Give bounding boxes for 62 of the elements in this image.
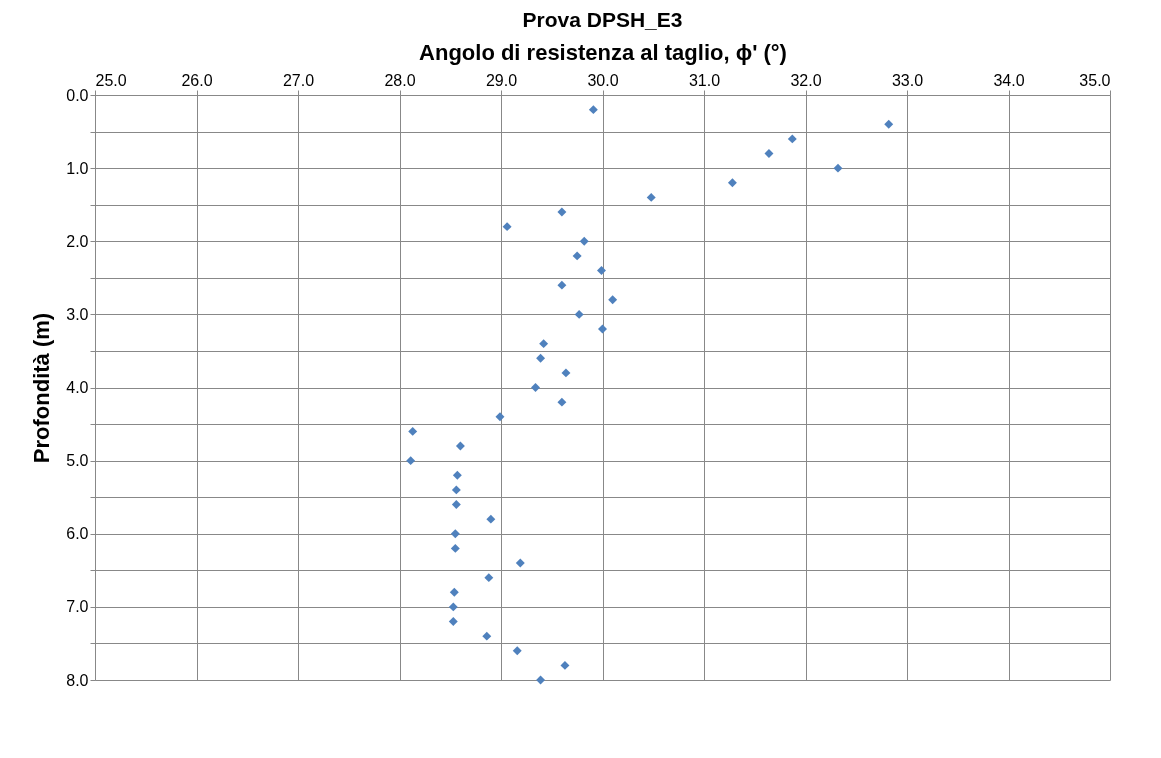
y-tick-label: 6.0: [66, 525, 89, 543]
point: [448, 602, 458, 612]
point: [536, 353, 546, 363]
point: [727, 178, 737, 188]
point: [764, 149, 774, 158]
point: [579, 236, 589, 246]
point: [787, 134, 797, 144]
chart-title: Prova DPSH_E3: [522, 8, 683, 31]
x-tick-label: 27.0: [282, 71, 315, 89]
y-tick-label: 2.0: [66, 232, 89, 250]
point: [495, 412, 505, 422]
point: [536, 675, 546, 685]
point: [531, 383, 540, 392]
point: [408, 426, 418, 436]
point: [561, 368, 571, 378]
point: [588, 105, 598, 115]
y-tick-label: 7.0: [66, 598, 89, 616]
x-tick-label: 26.0: [181, 71, 213, 89]
point: [451, 485, 461, 495]
x-tick-label: 29.0: [485, 71, 518, 89]
point: [482, 631, 492, 641]
x-tick-label: 31.0: [688, 71, 721, 89]
point: [557, 207, 567, 217]
point: [597, 266, 606, 275]
point: [539, 339, 549, 349]
point: [512, 646, 522, 656]
point: [646, 192, 656, 202]
point: [884, 119, 894, 129]
y-tick-label: 8.0: [66, 671, 89, 689]
y-tick-label: 4.0: [66, 379, 89, 396]
point: [451, 500, 461, 509]
x-tick-label: 33.0: [891, 71, 924, 89]
y-tick-label: 0.0: [66, 86, 89, 104]
point: [557, 397, 567, 407]
point: [833, 163, 843, 173]
point: [557, 280, 567, 290]
point: [448, 617, 458, 626]
y-tick-label: 3.0: [66, 305, 89, 323]
x-tick-label: 32.0: [790, 71, 822, 89]
x-tick-label: 35.0: [1079, 71, 1111, 89]
point: [449, 587, 459, 597]
x-tick-label: 28.0: [384, 71, 416, 89]
point: [574, 309, 584, 319]
x-axis-title: Angolo di resistenza al taglio, ϕ' (°): [419, 39, 787, 65]
point: [455, 441, 465, 451]
point: [572, 251, 582, 261]
point: [450, 543, 460, 553]
point: [406, 456, 416, 466]
x-tick-label: 25.0: [95, 71, 127, 89]
point: [515, 558, 525, 568]
point: [484, 573, 494, 583]
point: [486, 514, 496, 524]
point: [502, 222, 512, 232]
point: [560, 660, 570, 670]
y-axis-title: Profondità (m): [29, 312, 55, 464]
y-tick-label: 5.0: [66, 452, 89, 470]
point: [608, 295, 618, 305]
x-tick-label: 30.0: [587, 71, 619, 89]
x-tick-label: 34.0: [993, 71, 1025, 89]
point: [450, 529, 460, 539]
y-tick-label: 1.0: [66, 159, 89, 177]
point: [452, 470, 462, 480]
